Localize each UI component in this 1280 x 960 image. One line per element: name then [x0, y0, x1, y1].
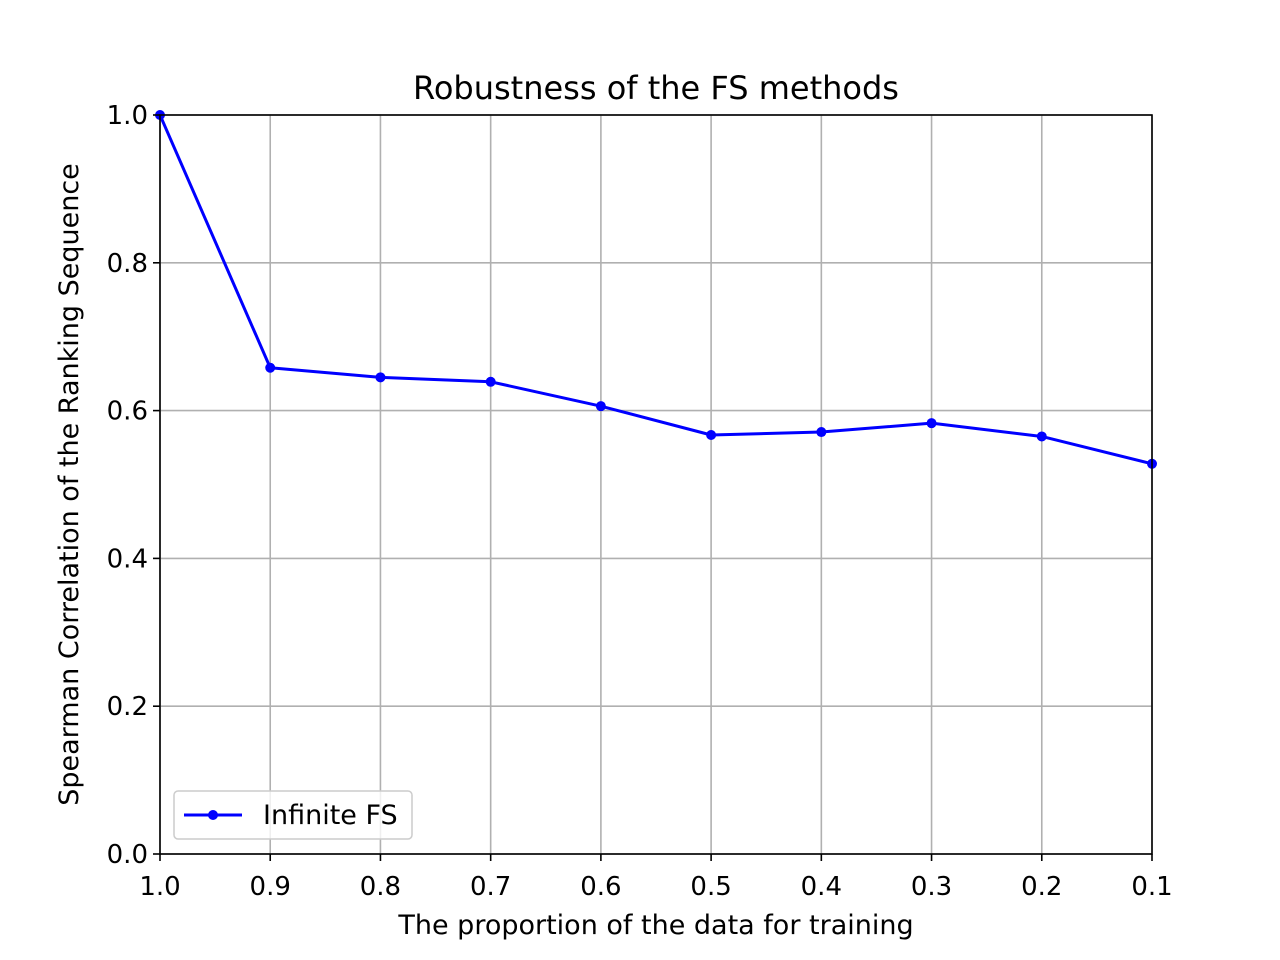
y-tick-label: 0.8: [107, 249, 148, 279]
series-layer: [155, 110, 1157, 469]
x-axis-label: The proportion of the data for training: [397, 910, 913, 941]
data-point: [375, 372, 386, 383]
x-tick-label: 0.9: [250, 872, 291, 902]
x-tick-label: 0.4: [801, 872, 842, 902]
x-tick-label: 0.7: [470, 872, 511, 902]
legend-marker-swatch: [208, 810, 218, 820]
x-tick-label: 0.1: [1131, 872, 1172, 902]
y-tick-label: 0.6: [107, 397, 148, 427]
data-point: [706, 429, 717, 440]
chart-title: Robustness of the FS methods: [413, 69, 899, 107]
y-tick-label: 1.0: [107, 101, 148, 131]
data-point: [816, 427, 827, 438]
y-tick-label: 0.2: [107, 692, 148, 722]
x-tick-label: 0.5: [690, 872, 731, 902]
x-tick-label: 1.0: [139, 872, 180, 902]
legend-box: [173, 790, 413, 840]
series-line-0: [158, 114, 1153, 466]
x-tick-label: 0.8: [360, 872, 401, 902]
axis-ticks: 1.0 0.9 0.8 0.7 0.6 0.5 0.4 0.3 0.2 0.1 0.0 0.2 0.4 0…: [107, 101, 1173, 902]
y-axis-label: Spearman Correlation of the Ranking Sequ…: [54, 163, 85, 806]
x-tick-label: 0.3: [911, 872, 952, 902]
data-point: [265, 362, 276, 373]
data-point: [485, 376, 496, 387]
legend: Infinite FS: [173, 790, 413, 840]
data-point: [926, 418, 937, 429]
plot-frame: [159, 114, 1153, 855]
data-point: [1036, 431, 1047, 442]
legend-label-infinite-fs: Infinite FS: [263, 800, 398, 831]
x-tick-label: 0.6: [580, 872, 621, 902]
x-tick-label: 0.2: [1021, 872, 1062, 902]
data-point: [595, 401, 606, 412]
y-tick-label: 0.0: [107, 840, 148, 870]
y-tick-label: 0.4: [107, 544, 148, 574]
